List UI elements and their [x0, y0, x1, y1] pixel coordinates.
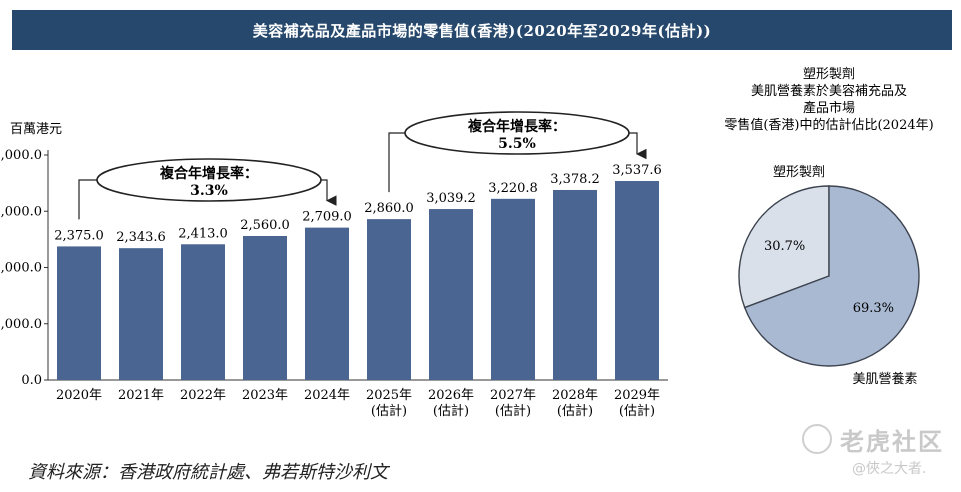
watermark-logo-icon [802, 424, 832, 454]
bar-value-label: 2,413.0 [178, 226, 228, 241]
x-tick-label: (估計) [371, 403, 407, 419]
x-tick-label: 2023年 [242, 388, 288, 403]
bar [491, 198, 535, 380]
bar [367, 219, 411, 380]
bar [119, 248, 163, 380]
y-tick-label: 0.0 [21, 373, 42, 388]
watermark-author: @俠之大者. [852, 461, 927, 477]
cagr-label: 複合年增長率： [159, 165, 258, 182]
bar [305, 227, 349, 380]
x-tick-label: 2025年 [366, 388, 412, 403]
cagr-connector-left [78, 179, 97, 220]
bar-value-label: 3,039.2 [426, 191, 476, 206]
cagr-connector-left [388, 132, 405, 193]
cagr-connector-arrow [321, 179, 337, 207]
pie-title-line: 美肌營養素於美容補充品及 [751, 83, 907, 99]
y-tick-label: 2,000.0 [0, 261, 42, 276]
pie-slice-name-label: 塑形製劑 [773, 164, 825, 180]
bar-value-label: 2,860.0 [364, 201, 414, 216]
bar-value-label: 2,375.0 [54, 228, 104, 243]
x-tick-label: 2029年 [614, 388, 660, 403]
x-tick-label: 2022年 [180, 388, 226, 403]
watermark: 老虎社区 @俠之大者. [800, 418, 960, 488]
bar-value-label: 3,378.2 [550, 172, 600, 187]
x-tick-label: (估計) [557, 403, 593, 419]
bar [57, 246, 101, 380]
bar [553, 189, 597, 380]
bar [615, 181, 659, 380]
pie-title-line: 塑形製劑 [803, 66, 855, 82]
pie-slice-name-label: 美肌營養素 [852, 371, 917, 387]
bar-value-label: 2,560.0 [240, 218, 290, 233]
chart-title: 美容補充品及產品市場的零售值(香港)(2020年至2029年(估計)) [252, 21, 712, 40]
cagr-value: 5.5% [498, 136, 536, 152]
x-tick-label: (估計) [433, 403, 469, 419]
pie-slice [743, 185, 920, 367]
bar [429, 209, 473, 380]
bar [243, 236, 287, 380]
x-tick-label: 2028年 [552, 388, 598, 403]
pie-slice-value-label: 30.7% [764, 239, 805, 254]
x-tick-label: 2026年 [428, 388, 474, 403]
bar-value-label: 2,709.0 [302, 210, 352, 225]
bar [181, 244, 225, 380]
bar-value-label: 3,220.8 [488, 181, 538, 196]
bar-value-label: 3,537.6 [612, 163, 662, 178]
y-tick-label: 1,000.0 [0, 317, 42, 332]
x-tick-label: 2021年 [118, 388, 164, 403]
watermark-site: 老虎社区 [840, 428, 944, 456]
pie-slice [738, 185, 830, 309]
x-tick-label: 2027年 [490, 388, 536, 403]
pie-title-line: 零售值(香港)中的估計佔比(2024年) [724, 117, 933, 133]
chart-title-bar: 美容補充品及產品市場的零售值(香港)(2020年至2029年(估計)) [12, 10, 952, 50]
y-axis-label: 百萬港元 [10, 122, 62, 137]
cagr-ellipse [404, 111, 630, 155]
source-note: 資料來源：香港政府統計處、弗若斯特沙利文 [28, 462, 388, 483]
cagr-value: 3.3% [190, 183, 228, 199]
y-tick-label: 4,000.0 [0, 148, 42, 163]
bar-value-label: 2,343.6 [116, 230, 166, 245]
y-tick-label: 3,000.0 [0, 204, 42, 219]
cagr-label: 複合年增長率： [467, 118, 566, 135]
cagr-connector-arrow [629, 132, 647, 160]
pie-slice-value-label: 69.3% [853, 301, 894, 316]
x-tick-label: (估計) [619, 403, 655, 419]
x-tick-label: 2024年 [304, 388, 350, 403]
x-tick-label: 2020年 [56, 388, 102, 403]
cagr-ellipse [96, 158, 322, 202]
pie-title-line: 產品市場 [803, 100, 855, 116]
x-tick-label: (估計) [495, 403, 531, 419]
